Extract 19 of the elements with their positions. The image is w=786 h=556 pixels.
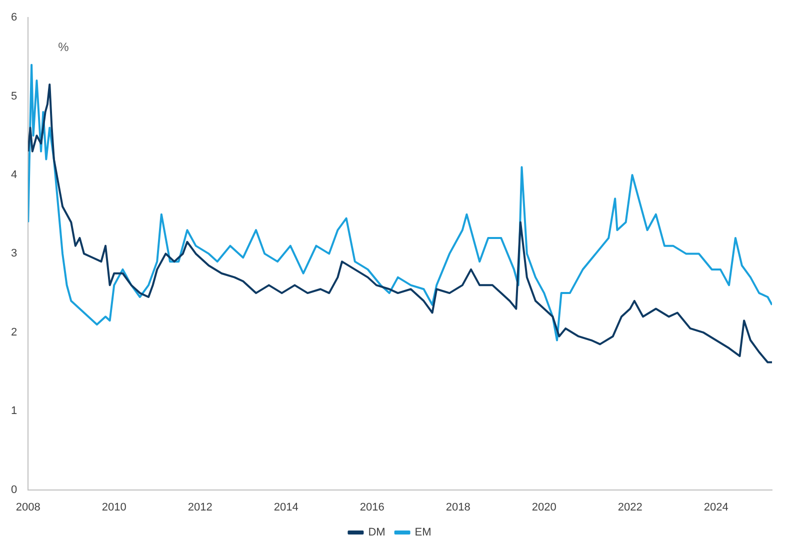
x-tick-label: 2012: [188, 501, 212, 514]
x-tick-label: 2018: [446, 501, 470, 514]
legend-label: EM: [414, 526, 432, 539]
y-tick-label: 2: [10, 326, 18, 338]
x-tick-label: 2014: [274, 501, 298, 514]
x-tick-label: 2022: [618, 501, 642, 514]
y-tick-label: 1: [10, 405, 18, 418]
x-tick-label: 2024: [704, 501, 728, 514]
y-tick-label: 4: [10, 169, 18, 182]
y-tick-label: 3: [10, 248, 18, 260]
y-tick-label: 5: [10, 90, 18, 102]
x-tick-label: 2008: [16, 501, 40, 514]
x-tick-label: 2010: [102, 501, 126, 514]
x-tick-label: 2016: [360, 501, 384, 514]
y-tick-label: 0: [10, 484, 18, 496]
y-axis-title: %: [58, 40, 70, 54]
x-tick-label: 2020: [532, 501, 556, 514]
legend-label: DM: [368, 526, 386, 539]
y-tick-label: 6: [10, 12, 18, 24]
